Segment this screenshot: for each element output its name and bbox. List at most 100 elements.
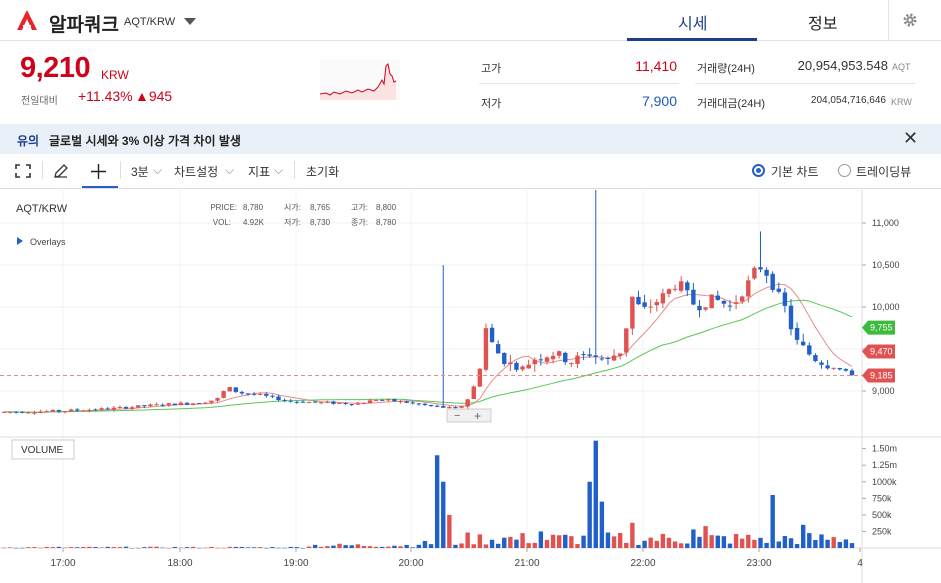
volume-bar: [203, 547, 208, 549]
volume-bar: [721, 536, 727, 548]
chevron-down-icon[interactable]: [184, 18, 196, 25]
zoom-control[interactable]: [446, 408, 492, 423]
candle: [746, 280, 751, 297]
candle: [337, 402, 342, 404]
candle: [532, 359, 537, 365]
volume-bar: [319, 546, 324, 548]
radio-tradingview[interactable]: [838, 164, 851, 177]
candle: [361, 403, 367, 405]
notice-tag: 유의: [17, 134, 40, 148]
volume-bar: [117, 547, 123, 548]
candle: [575, 355, 580, 364]
candle: [465, 399, 470, 407]
volume-bar: [32, 547, 37, 548]
candle: [611, 355, 617, 361]
volume-bar: [807, 533, 812, 548]
candle: [617, 353, 623, 356]
volume-panel-label-box: [11, 439, 75, 460]
volume-bar: [825, 539, 830, 548]
crosshair-tool[interactable]: [82, 158, 118, 188]
volume-bar: [68, 547, 74, 548]
reset-button[interactable]: 초기화: [306, 165, 340, 179]
volume-bar: [611, 536, 617, 548]
info-close-label: 종가:: [351, 218, 368, 227]
volume-bar: [44, 546, 49, 548]
candle: [136, 405, 141, 408]
coin-name[interactable]: 알파쿼크: [49, 15, 119, 36]
candle: [776, 288, 781, 292]
amount-value: 204,054,716,646: [810, 95, 886, 106]
candle: [245, 393, 251, 395]
volume-unit: AQT: [892, 62, 911, 72]
tradingview-label[interactable]: 트레이딩뷰: [856, 165, 912, 179]
candle: [709, 294, 714, 309]
chart-settings-menu[interactable]: 차트설정: [174, 165, 219, 179]
candle: [715, 295, 720, 300]
volume-bar: [453, 544, 458, 548]
candle: [483, 328, 489, 370]
tab-quote[interactable]: 시세: [678, 16, 708, 33]
volume-bar: [520, 533, 525, 548]
candle: [849, 370, 855, 376]
candle: [392, 399, 397, 402]
candle: [819, 362, 824, 365]
radio-basic-chart[interactable]: [752, 164, 765, 177]
info-price-label: PRICE:: [210, 203, 237, 212]
y-tick-label: 10,500: [872, 260, 900, 270]
candle: [282, 399, 287, 401]
volume-bar: [563, 534, 568, 548]
volume-bar: [355, 544, 361, 548]
volume-bar: [142, 547, 147, 548]
tab-info[interactable]: 정보: [808, 16, 838, 33]
divider: [888, 0, 889, 41]
y-tick-label: 9,000: [872, 386, 895, 396]
candle: [788, 305, 794, 330]
chevron-down-icon[interactable]: ⌵: [153, 163, 163, 177]
candle: [471, 386, 476, 400]
close-icon[interactable]: ✕: [903, 128, 919, 148]
volume-bar: [410, 547, 415, 548]
volume-bar: [587, 481, 592, 548]
volume-bar: [62, 547, 68, 549]
volume-bar: [361, 545, 367, 548]
volume-bar: [666, 537, 672, 548]
price-marker: [862, 320, 895, 335]
candle: [794, 327, 800, 340]
pair-label[interactable]: AQT/KRW: [124, 16, 176, 28]
volume-bar: [245, 547, 251, 548]
volume-bar: [575, 544, 580, 548]
pencil-icon[interactable]: [53, 163, 69, 179]
volume-bar: [270, 547, 275, 548]
volume-bar: [715, 535, 720, 548]
volume-bar: [337, 543, 342, 548]
volume-bar: [599, 501, 605, 548]
indicators-menu[interactable]: 지표: [248, 165, 271, 179]
interval-select[interactable]: 3분: [131, 165, 149, 179]
overlays-toggle[interactable]: Overlays: [30, 237, 66, 247]
candle: [44, 411, 49, 413]
candle: [197, 403, 202, 405]
expand-icon[interactable]: [17, 237, 23, 245]
divider: [42, 161, 43, 179]
volume-bar: [788, 538, 794, 548]
volume-bar: [654, 540, 659, 548]
candle: [447, 407, 452, 409]
info-close: 8,780: [376, 218, 397, 227]
fullscreen-icon[interactable]: [15, 164, 31, 178]
candle: [306, 402, 312, 404]
volume-bar: [300, 547, 306, 549]
chevron-down-icon[interactable]: ⌵: [225, 163, 235, 177]
zoom-in-icon[interactable]: +: [474, 409, 481, 423]
vol-tick-label: 1.50m: [872, 444, 897, 454]
gear-icon[interactable]: [902, 12, 918, 28]
volume-bar: [428, 544, 434, 548]
candle: [62, 411, 68, 413]
chevron-down-icon[interactable]: ⌵: [274, 163, 284, 177]
zoom-out-icon[interactable]: −: [454, 410, 460, 422]
volume-bar: [20, 547, 25, 549]
basic-chart-label[interactable]: 기본 차트: [771, 165, 819, 179]
volume-bar: [123, 546, 129, 548]
volume-bar: [776, 541, 781, 548]
